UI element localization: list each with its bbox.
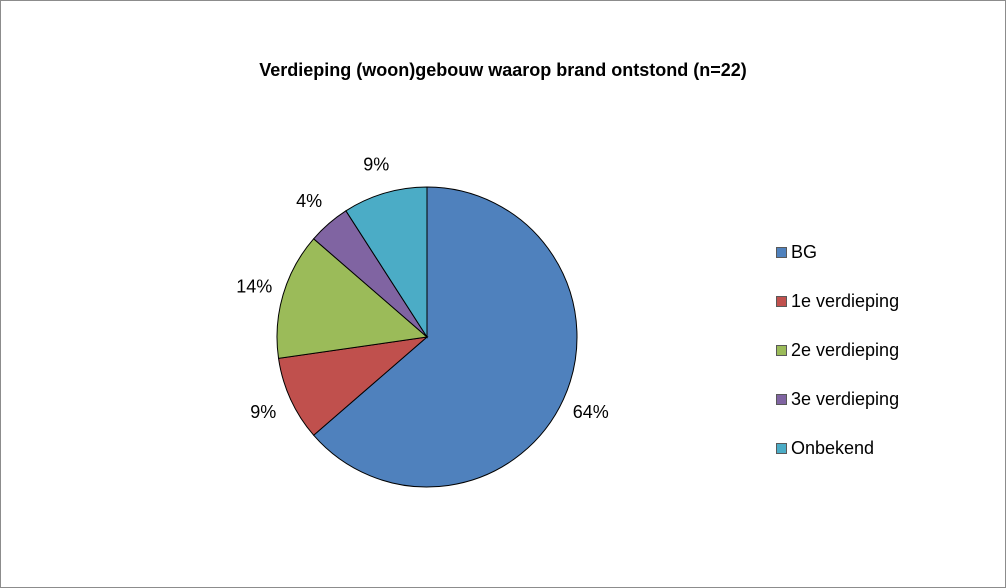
legend-item: Onbekend bbox=[776, 424, 899, 473]
legend-item: 3e verdieping bbox=[776, 375, 899, 424]
legend-swatch bbox=[776, 296, 787, 307]
legend-label: BG bbox=[791, 242, 818, 262]
data-label: 9% bbox=[363, 154, 389, 174]
pie-slice-bg bbox=[312, 186, 578, 488]
legend-label: Onbekend bbox=[791, 438, 875, 458]
pie-slice-2e-verdieping bbox=[276, 238, 429, 359]
pie-slice-onbekend bbox=[345, 186, 428, 339]
legend-swatch bbox=[776, 345, 787, 356]
legend-swatch bbox=[776, 394, 787, 405]
legend-label: 1e verdieping bbox=[791, 291, 900, 311]
legend-item: 2e verdieping bbox=[776, 326, 899, 375]
chart-title: Verdieping (woon)gebouw waarop brand ont… bbox=[259, 60, 747, 80]
legend-swatch bbox=[776, 443, 787, 454]
legend-label: 3e verdieping bbox=[791, 389, 900, 409]
legend-item: BG bbox=[776, 228, 899, 277]
legend: BG 1e verdieping 2e verdieping 3e verdiepin… bbox=[776, 228, 899, 473]
legend-label: 2e verdieping bbox=[791, 340, 900, 360]
data-label: 14% bbox=[236, 276, 272, 296]
data-label: 4% bbox=[296, 191, 322, 211]
data-label: 9% bbox=[250, 402, 276, 422]
data-label: 64% bbox=[573, 402, 609, 422]
pie-slice-1e-verdieping bbox=[277, 336, 429, 436]
legend-item: 1e verdieping bbox=[776, 277, 899, 326]
legend-swatch bbox=[776, 247, 787, 258]
